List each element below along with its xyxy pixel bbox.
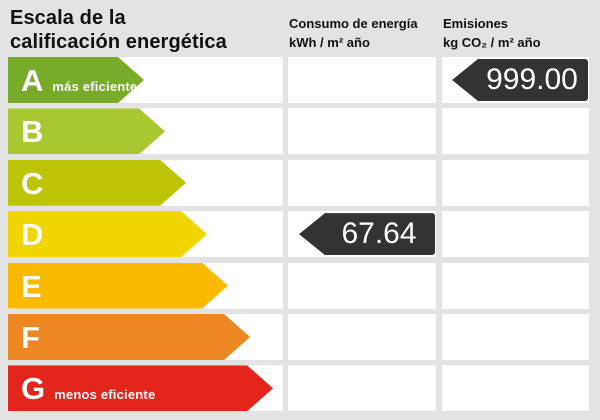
consumo-cell-E [288, 262, 436, 309]
emisiones-column-header: Emisiones kg CO₂ / m² año [443, 15, 541, 53]
consumo-header-unit: kWh / m² año [289, 34, 370, 50]
rating-arrow-E: E [8, 263, 228, 309]
rating-letter: A [21, 63, 44, 98]
rating-letter: C [21, 165, 44, 201]
rating-letter: D [21, 217, 44, 253]
emisiones-header-title: Emisiones [443, 16, 509, 31]
consumo-header-title: Consumo de energía [289, 16, 418, 31]
rating-letter: G [21, 371, 46, 407]
rating-row-C: C [0, 159, 600, 206]
scale-cell-D: D [8, 211, 283, 258]
rating-letter: E [21, 268, 42, 304]
emisiones-cell-E [442, 262, 589, 309]
emisiones-cell-D [442, 211, 589, 258]
rating-row-E: E [0, 262, 600, 309]
rating-arrow-D: D [8, 211, 207, 257]
page-title-line2: calificación energética [10, 30, 227, 53]
rating-letter: F [21, 319, 40, 355]
rating-row-F: F [0, 313, 600, 360]
page-title: Escala de la calificación energética [10, 7, 227, 54]
consumo-cell-A [288, 57, 436, 103]
emisiones-cell-F [442, 313, 589, 360]
rating-row-B: B [0, 108, 600, 155]
consumo-cell-G [288, 365, 436, 412]
emisiones-cell-A: 999.00 [442, 57, 589, 103]
page-title-line1: Escala de la [10, 7, 126, 29]
consumo-cell-D: 67.64 [288, 211, 436, 258]
consumo-cell-C [288, 159, 436, 206]
emisiones-cell-C [442, 159, 589, 206]
emisiones-cell-B [442, 108, 589, 155]
emisiones-cell-G [442, 365, 589, 412]
emisiones-header-unit: kg CO₂ / m² año [443, 34, 541, 50]
emisiones-value-badge: 999.00 [452, 59, 588, 101]
efficiency-note: más eficiente [52, 79, 138, 94]
scale-cell-B: B [8, 108, 283, 155]
rating-letter: B [21, 114, 44, 150]
consumo-cell-F [288, 313, 436, 360]
efficiency-note: menos eficiente [54, 387, 156, 403]
consumo-cell-B [288, 108, 436, 155]
consumo-column-header: Consumo de energía kWh / m² año [289, 15, 418, 53]
rating-arrow-B: B [8, 108, 165, 154]
rating-row-D: D 67.64 [0, 211, 600, 258]
rating-arrow-C: C [8, 160, 186, 206]
scale-cell-C: C [8, 159, 283, 206]
scale-cell-E: E [8, 262, 283, 309]
rating-arrow-F: F [8, 314, 250, 360]
consumo-value-badge: 67.64 [299, 213, 435, 256]
scale-cell-F: F [8, 313, 283, 360]
